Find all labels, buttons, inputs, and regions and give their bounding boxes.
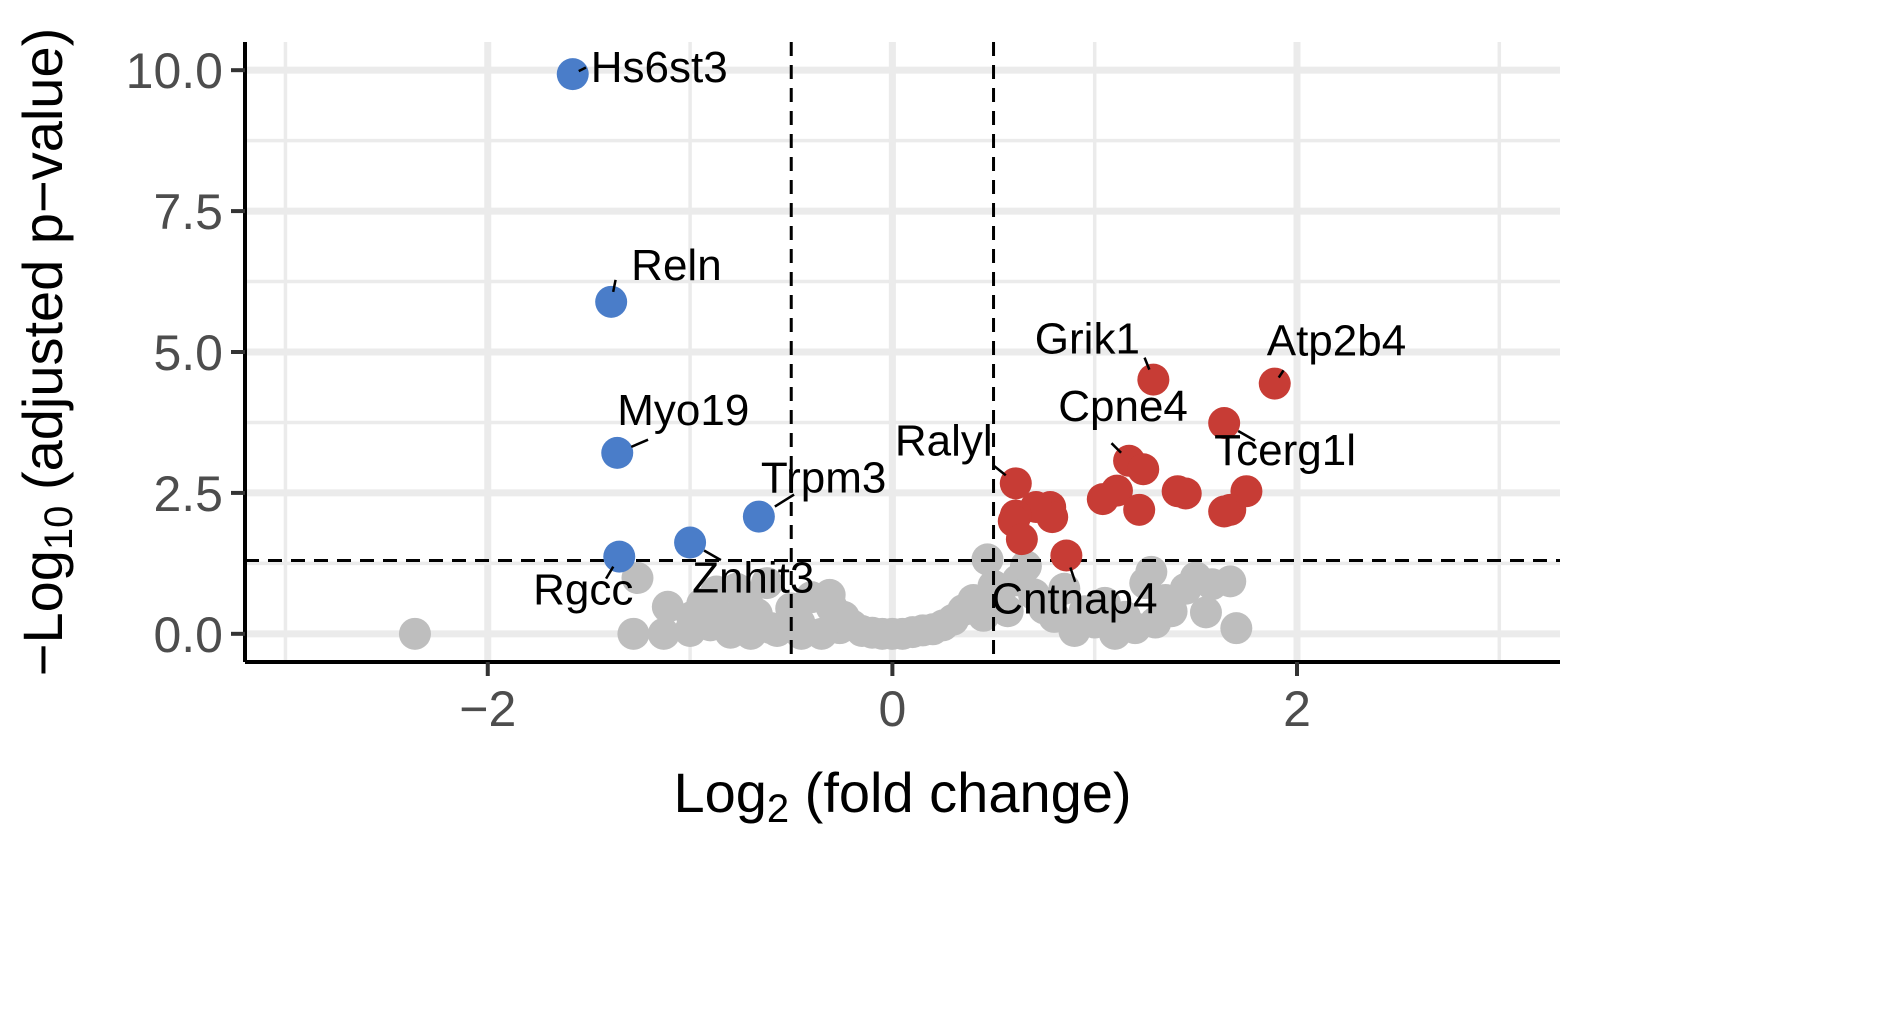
- data-point-ns: [1048, 572, 1081, 605]
- data-point-ns: [734, 617, 767, 650]
- y-axis-title: −Log10 (adjusted p−value): [11, 28, 81, 677]
- x-axis-title-base: Log: [673, 761, 766, 824]
- y-tick-label: 10.0: [126, 43, 223, 99]
- label-leader-line: [993, 464, 1007, 477]
- data-point-ns: [1220, 612, 1253, 645]
- data-point-down: [601, 436, 634, 469]
- axes: −2 0 2 0.0 2.5 5.0 7.5 10.0: [126, 42, 1560, 737]
- data-point-down: [742, 500, 775, 533]
- label-leader-line: [604, 565, 615, 580]
- data-point-ns: [647, 617, 680, 650]
- gene-label: Cpne4: [1058, 382, 1188, 431]
- data-point-down: [603, 540, 636, 573]
- data-point-ns: [1189, 596, 1222, 629]
- gene-label: Znhit3: [692, 554, 814, 603]
- y-tick-label: 5.0: [153, 325, 223, 381]
- data-point-up: [1050, 539, 1083, 572]
- gene-label: Grik1: [1035, 315, 1140, 364]
- data-point-ns: [805, 617, 838, 650]
- data-point-ns: [1009, 550, 1042, 583]
- significant-points: [556, 58, 1291, 573]
- y-axis-title-subscript: 10: [37, 506, 81, 551]
- data-point-ns: [991, 595, 1024, 628]
- label-leader-line: [703, 549, 722, 562]
- data-point-ns: [617, 617, 650, 650]
- data-point-ns: [398, 617, 431, 650]
- gene-label: Myo19: [617, 386, 749, 435]
- x-axis-title-rest: (fold change): [789, 761, 1131, 824]
- x-axis-title-subscript: 2: [767, 787, 789, 831]
- data-point-up: [1127, 453, 1160, 486]
- label-leader-line: [1237, 429, 1256, 442]
- data-point-up: [1086, 483, 1119, 516]
- y-axis-title-base: −Log: [11, 550, 74, 676]
- data-point-ns: [694, 609, 727, 642]
- x-tick-label: −2: [459, 681, 516, 737]
- label-leader-line: [1110, 442, 1122, 454]
- data-point-ns: [1214, 565, 1247, 598]
- gene-label: Trpm3: [761, 454, 887, 503]
- label-leader-line: [578, 66, 587, 73]
- data-point-ns: [621, 562, 654, 595]
- gene-label: Hs6st3: [591, 43, 728, 92]
- gene-label: Ralyl: [895, 416, 993, 465]
- threshold-lines: [245, 42, 1560, 662]
- label-leader-line: [630, 438, 649, 449]
- data-point-up: [1169, 477, 1202, 510]
- data-point-up: [1137, 363, 1170, 396]
- gene-label: Atp2b4: [1267, 317, 1406, 366]
- gene-label: Rgcc: [533, 566, 633, 615]
- data-point-up: [999, 467, 1032, 500]
- data-point-up: [1208, 495, 1241, 528]
- y-tick-label: 2.5: [153, 466, 223, 522]
- x-axis-title: Log2 (fold change): [673, 761, 1131, 831]
- label-leader-line: [1143, 357, 1151, 371]
- gene-label: Tcerg1l: [1214, 426, 1356, 475]
- x-tick-label: 0: [878, 681, 906, 737]
- data-point-down: [595, 285, 628, 318]
- data-point-ns: [1135, 555, 1168, 588]
- data-point-up: [1208, 407, 1241, 440]
- label-leader-line: [774, 493, 795, 508]
- x-tick-label: 2: [1283, 681, 1311, 737]
- data-point-up: [1005, 523, 1038, 556]
- y-tick-label: 7.5: [153, 184, 223, 240]
- label-leader-line: [1277, 369, 1285, 379]
- data-point-up: [1123, 493, 1156, 526]
- data-point-down: [674, 526, 707, 559]
- y-tick-label: 0.0: [153, 607, 223, 663]
- data-point-down: [556, 58, 589, 91]
- label-leader-line: [611, 279, 617, 293]
- gene-label: Reln: [631, 241, 722, 290]
- data-point-up: [1258, 367, 1291, 400]
- data-point-ns: [651, 590, 684, 623]
- gene-label: Cntnap4: [991, 574, 1157, 623]
- label-leader-line: [1069, 567, 1077, 583]
- grid: [245, 42, 1560, 662]
- y-axis-title-rest: (adjusted p−value): [11, 28, 74, 506]
- data-point-ns: [750, 567, 783, 600]
